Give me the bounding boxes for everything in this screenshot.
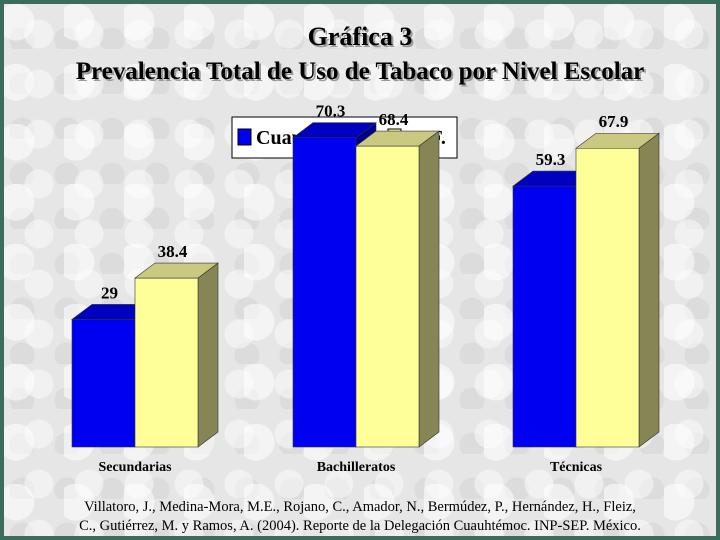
chart-title: Gráfica 3 [307, 22, 413, 51]
bar-top [134, 262, 219, 279]
x-axis-labels: Secundarias Bachilleratos Técnicas [98, 460, 602, 475]
bar-chart: Cuauhtémoc D. F. 2938.470.368.459.367.9 … [71, 102, 660, 475]
data-label-cuauhtemoc-2: 70.3 [316, 102, 346, 121]
data-label-df-3: 67.9 [599, 112, 629, 131]
bar-front [134, 277, 199, 448]
citation-line-2: C., Gutiérrez, M. y Ramos, A. (2004). Re… [79, 518, 641, 534]
x-tick-label-1: Secundarias [98, 460, 172, 475]
bar-front [355, 145, 420, 448]
bar-front [292, 137, 357, 448]
legend-swatch-cuauhtemoc [237, 128, 252, 146]
bar-top [292, 122, 377, 138]
citation: Villatoro, J., Medina-Mora, M.E., Rojano… [24, 498, 696, 536]
bar-side [418, 130, 440, 448]
bar-side [638, 132, 660, 448]
x-tick-label-3: Técnicas [550, 460, 603, 475]
data-label-cuauhtemoc-1: 29 [101, 283, 118, 302]
data-label-cuauhtemoc-3: 59.3 [536, 150, 566, 169]
bar-side [197, 262, 219, 448]
bar-df-3 [575, 132, 660, 448]
x-tick-label-2: Bachilleratos [317, 460, 396, 475]
bar-df-1 [134, 262, 219, 448]
bar-front [512, 185, 577, 448]
data-label-df-1: 38.4 [158, 242, 188, 261]
chart-subtitle: Prevalencia Total de Uso de Tabaco por N… [75, 58, 645, 85]
bar-top [575, 132, 660, 149]
citation-line-1: Villatoro, J., Medina-Mora, M.E., Rojano… [84, 499, 636, 515]
data-label-df-2: 68.4 [379, 110, 409, 129]
bar-front [575, 147, 640, 448]
bar-top [355, 130, 440, 147]
bars: 29 38.4 70.3 68.4 59.3 67.9 [71, 102, 660, 448]
bar-df-2 [355, 130, 440, 448]
bar-front [71, 319, 136, 448]
